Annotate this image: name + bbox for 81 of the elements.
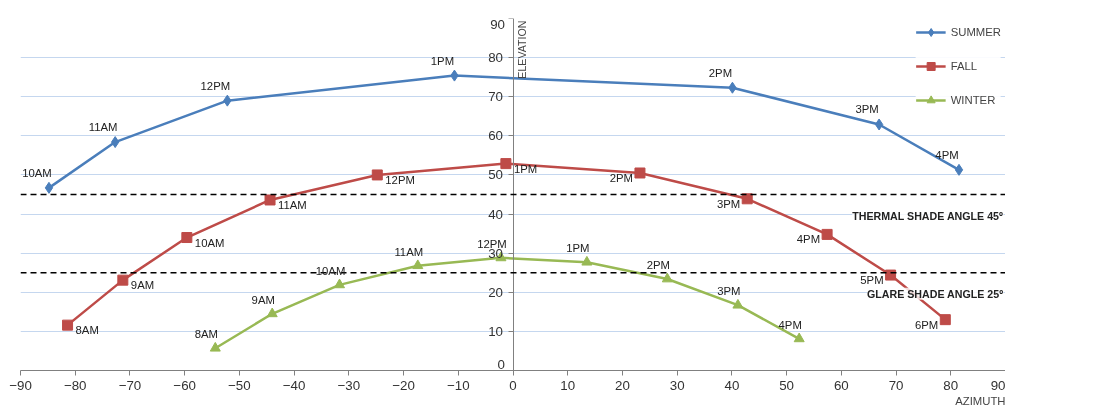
ref-line-label: GLARE SHADE ANGLE 25º <box>866 287 1004 300</box>
x-axis-title: AZIMUTH <box>955 394 1006 407</box>
point <box>181 232 193 244</box>
y-tick-label: 60 <box>488 128 503 144</box>
point <box>412 259 424 270</box>
y-tick-label: 90 <box>490 16 505 32</box>
annotation: 11AM <box>278 198 307 211</box>
point <box>581 255 593 266</box>
point <box>62 319 74 331</box>
y-axis-title: ELEVATION <box>516 20 528 79</box>
x-tick-label: 80 <box>943 377 959 393</box>
y-tick-label: 80 <box>488 50 503 66</box>
annotation: 11AM <box>394 245 424 258</box>
x-tick-label: 0 <box>509 377 517 393</box>
annotation: 3PM <box>717 285 741 298</box>
point <box>500 158 512 170</box>
x-tick-label: 50 <box>779 377 795 393</box>
point <box>793 332 805 343</box>
annotation: 11AM <box>88 121 118 134</box>
x-tick-label: −10 <box>446 377 470 393</box>
point <box>264 194 276 206</box>
point <box>732 298 744 309</box>
point <box>44 181 54 194</box>
point <box>821 228 833 240</box>
y-tick-label: 70 <box>488 89 503 105</box>
annotation: 4PM <box>778 318 802 331</box>
annotation: 2PM <box>646 258 670 271</box>
point <box>661 272 673 283</box>
point <box>954 163 964 176</box>
x-tick-label: 30 <box>669 377 685 393</box>
annotation: 9AM <box>130 279 155 292</box>
x-tick-label: −90 <box>9 377 32 393</box>
annotation: 10AM <box>194 236 225 249</box>
y-tick-label: 40 <box>488 206 503 222</box>
y-tick-label: 10 <box>488 323 503 339</box>
legend-label: SUMMER <box>950 26 1001 38</box>
point <box>209 341 221 352</box>
y-tick-label: 50 <box>488 167 503 183</box>
annotation: 4PM <box>935 148 959 161</box>
legend-label: WINTER <box>950 94 996 106</box>
x-tick-label: −20 <box>392 377 415 393</box>
annotation: 5PM <box>860 274 884 287</box>
point <box>371 169 383 181</box>
point <box>939 314 951 326</box>
annotation: 12PM <box>385 173 415 186</box>
x-tick-label: −40 <box>282 377 306 393</box>
annotation: 12PM <box>200 79 231 92</box>
x-tick-label: 90 <box>990 377 1006 393</box>
x-tick-label: −70 <box>118 377 142 393</box>
point <box>334 278 346 289</box>
point <box>741 193 753 205</box>
x-tick-label: 20 <box>615 377 630 393</box>
y-tick-label: 20 <box>488 284 503 300</box>
x-tick-label: 70 <box>888 377 904 393</box>
point <box>874 118 884 131</box>
annotation: 9AM <box>251 293 275 306</box>
annotation: 8AM <box>75 324 99 337</box>
annotation: 2PM <box>609 171 633 184</box>
legend-label: FALL <box>950 60 978 72</box>
annotation: 1PM <box>430 54 455 67</box>
x-tick-label: −50 <box>228 377 251 393</box>
point <box>634 167 646 179</box>
annotation: 6PM <box>915 318 939 331</box>
annotation: 2PM <box>708 66 733 79</box>
annotation: 10AM <box>22 166 52 179</box>
x-tick-label: −30 <box>337 377 361 393</box>
annotation: 8AM <box>194 328 218 341</box>
x-tick-label: 10 <box>560 377 576 393</box>
annotation: 1PM <box>566 242 590 255</box>
x-tick-label: −80 <box>63 377 87 393</box>
point <box>117 274 129 286</box>
annotation: 3PM <box>716 197 741 210</box>
x-tick-label: 40 <box>724 377 740 393</box>
annotation: 4PM <box>796 233 821 246</box>
annotation: 1PM <box>513 162 538 175</box>
y-tick-label: 0 <box>497 356 506 372</box>
annotation: 3PM <box>855 103 879 116</box>
x-tick-label: 60 <box>833 377 849 393</box>
ref-line-label: THERMAL SHADE ANGLE 45º <box>852 209 1004 222</box>
point <box>266 307 278 318</box>
x-tick-label: −60 <box>173 377 196 393</box>
